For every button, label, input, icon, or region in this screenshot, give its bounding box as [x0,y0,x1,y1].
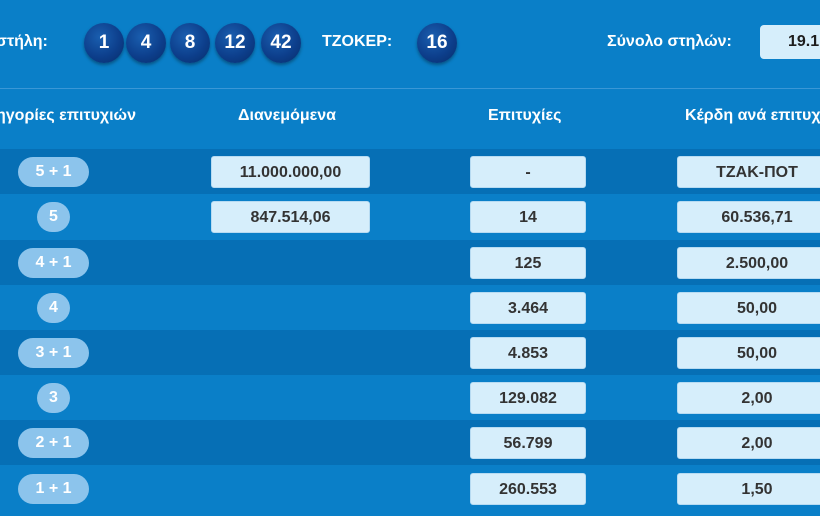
category-badge: 2 + 1 [18,428,89,458]
table-row: 5 847.514,06 14 60.536,71 [0,194,820,239]
category-badge: 5 [37,202,70,232]
table-row: 5 + 1 11.000.000,00 - ΤΖΑΚ-ΠΟΤ [0,149,820,194]
prize-cell: 2.500,00 [677,247,820,279]
table-row: 3 129.082 2,00 [0,375,820,420]
prize-cell: 50,00 [677,292,820,324]
winners-cell: 4.853 [470,337,586,369]
category-badge: 4 [37,293,70,323]
total-columns-value: 19.1 [760,25,820,59]
winners-cell: 125 [470,247,586,279]
header-distributed: Διανεμόμενα [238,107,336,124]
category-badge: 3 + 1 [18,338,89,368]
prize-cell: ΤΖΑΚ-ΠΟΤ [677,156,820,188]
results-header: στήλη: 1 4 8 12 42 ΤΖΟΚΕΡ: 16 Σύνολο στη… [0,0,820,89]
prize-cell: 60.536,71 [677,201,820,233]
table-row: 1 + 1 260.553 1,50 [0,466,820,511]
distributed-cell: 847.514,06 [211,201,370,233]
winners-cell: 129.082 [470,382,586,414]
drawn-number-ball: 4 [126,23,166,63]
joker-number-ball: 16 [417,23,457,63]
prize-cell: 2,00 [677,382,820,414]
drawn-number-ball: 42 [261,23,301,63]
header-winners: Επιτυχίες [488,107,562,124]
prize-cell: 50,00 [677,337,820,369]
table-row: 2 + 1 56.799 2,00 [0,420,820,465]
total-columns-label: Σύνολο στηλών: [607,33,732,50]
winners-cell: 14 [470,201,586,233]
prize-cell: 2,00 [677,427,820,459]
table-row: 4 + 1 125 2.500,00 [0,240,820,285]
winners-cell: 260.553 [470,473,586,505]
prize-cell: 1,50 [677,473,820,505]
table-row: 3 + 1 4.853 50,00 [0,330,820,375]
header-prize: Κέρδη ανά επιτυχ [685,107,820,124]
drawn-number-ball: 8 [170,23,210,63]
winners-cell: 56.799 [470,427,586,459]
category-badge: 3 [37,383,70,413]
column-label: στήλη: [0,33,48,50]
joker-label: ΤΖΟΚΕΡ: [322,33,393,50]
category-badge: 5 + 1 [18,157,89,187]
header-category: ηγορίες επιτυχιών [0,107,136,124]
winners-cell: - [470,156,586,188]
table-row: 4 3.464 50,00 [0,285,820,330]
winners-cell: 3.464 [470,292,586,324]
category-badge: 1 + 1 [18,474,89,504]
category-badge: 4 + 1 [18,248,89,278]
drawn-number-ball: 1 [84,23,124,63]
drawn-number-ball: 12 [215,23,255,63]
distributed-cell: 11.000.000,00 [211,156,370,188]
